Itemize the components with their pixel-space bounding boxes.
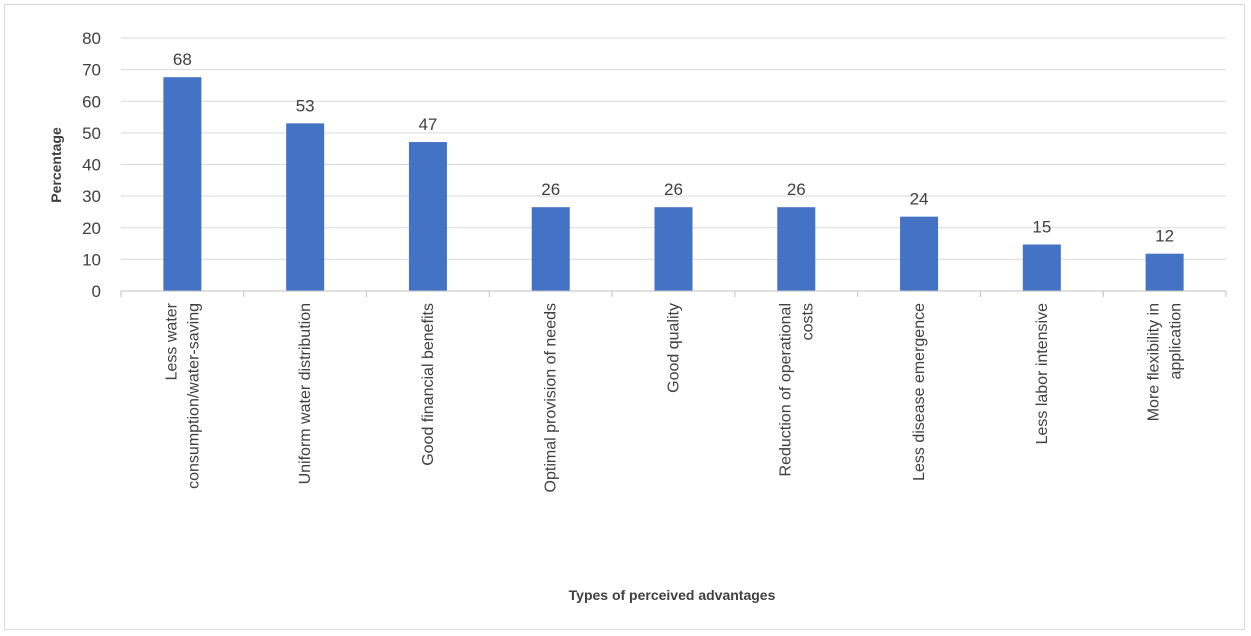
category-label: Reduction of operational costs: [777, 303, 816, 476]
y-axis-title: Percentage: [48, 127, 64, 203]
data-label: 26: [787, 180, 806, 199]
y-tick-label: 20: [82, 219, 101, 238]
bar: [163, 77, 202, 291]
category-label: Good financial benefits: [420, 303, 437, 466]
data-label: 26: [541, 180, 560, 199]
category-label: Less labor intensive: [1034, 303, 1051, 445]
axes: [120, 290, 1227, 297]
bar: [777, 207, 816, 291]
bar: [531, 207, 570, 291]
y-tick-label: 70: [82, 61, 101, 80]
y-tick-labels: 0 10 20 30 40 50 60 70 80: [82, 29, 101, 301]
y-tick-label: 40: [82, 156, 101, 175]
bar: [1145, 253, 1184, 291]
bars: [163, 77, 1184, 291]
bar: [286, 123, 325, 291]
y-tick-label: 60: [82, 92, 101, 111]
x-axis-title: Types of perceived advantages: [569, 587, 776, 603]
bar: [1022, 244, 1061, 291]
data-label: 15: [1032, 218, 1051, 237]
category-labels: Less water consumption/water-saving Unifor…: [163, 302, 1184, 492]
y-tick-label: 0: [92, 282, 101, 301]
category-label: Uniform water distribution: [297, 303, 314, 484]
y-tick-label: 80: [82, 29, 101, 48]
bar: [408, 142, 447, 291]
data-label: 68: [173, 50, 192, 69]
y-tick-label: 50: [82, 124, 101, 143]
y-tick-label: 30: [82, 187, 101, 206]
data-label: 47: [418, 115, 437, 134]
chart-frame: [4, 4, 1245, 630]
data-label: 24: [910, 190, 929, 209]
data-label: 12: [1155, 227, 1174, 246]
category-label: Optimal provision of needs: [543, 303, 560, 492]
data-label: 53: [296, 96, 315, 115]
bar: [654, 207, 693, 291]
y-tick-label: 10: [82, 250, 101, 269]
category-label: Less water consumption/water-saving: [163, 302, 202, 489]
bar: [900, 216, 939, 291]
data-label: 26: [664, 180, 683, 199]
category-label: More flexibility in application: [1146, 303, 1185, 421]
data-labels: 68 53 47 26 26 26 24 15 12: [173, 50, 1174, 245]
category-label: Good quality: [666, 303, 683, 393]
category-label: Less disease emergence: [911, 303, 928, 481]
